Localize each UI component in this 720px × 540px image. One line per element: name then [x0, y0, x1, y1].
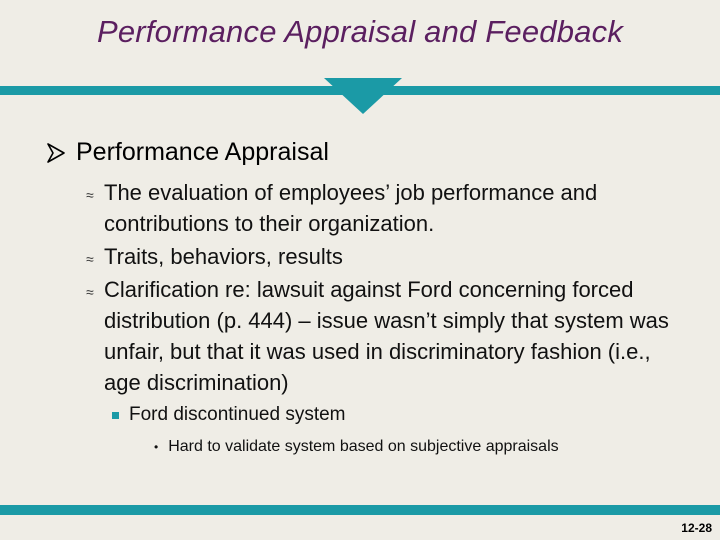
sub-list-item: Ford discontinued system — [112, 402, 686, 428]
list-item-text: The evaluation of employees’ job perform… — [104, 180, 598, 236]
square-bullet-icon — [112, 411, 119, 419]
list-item-text: Clarification re: lawsuit against Ford c… — [104, 277, 669, 395]
approx-bullet-icon: ≈ — [86, 187, 94, 203]
sub-sub-list-item: • Hard to validate system based on subje… — [154, 436, 686, 458]
sub-sub-list-item-text: Hard to validate system based on subject… — [168, 438, 559, 455]
approx-bullet-icon: ≈ — [86, 284, 94, 300]
bottom-divider-bar — [0, 505, 720, 515]
list-item: ≈ Clarification re: lawsuit against Ford… — [86, 274, 686, 398]
dot-bullet-icon: • — [154, 440, 159, 454]
page-number: 12-28 — [681, 521, 712, 535]
approx-bullet-icon: ≈ — [86, 251, 94, 267]
slide-title: Performance Appraisal and Feedback — [96, 14, 624, 49]
list-item: ≈ Traits, behaviors, results — [86, 241, 686, 272]
heading-text: Performance Appraisal — [76, 138, 329, 166]
list-item-text: Traits, behaviors, results — [104, 244, 343, 269]
sub-list-item-text: Ford discontinued system — [129, 404, 346, 425]
slide-body: Performance Appraisal ≈ The evaluation o… — [46, 138, 686, 458]
arrow-bullet-icon — [47, 142, 65, 163]
list-item: ≈ The evaluation of employees’ job perfo… — [86, 177, 686, 239]
divider-notch-icon — [324, 78, 402, 114]
heading-row: Performance Appraisal — [46, 138, 686, 167]
